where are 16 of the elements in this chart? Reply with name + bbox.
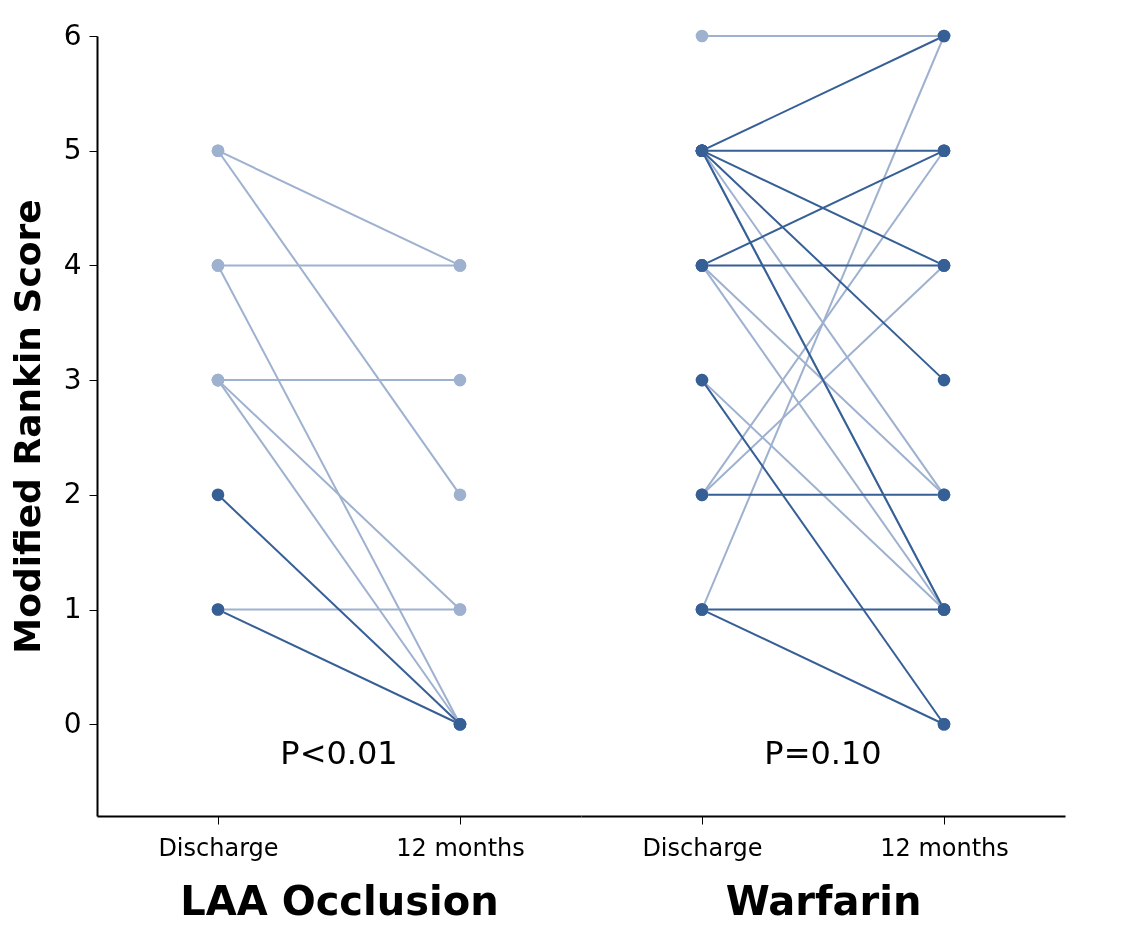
- y-tick-label: 2: [63, 477, 82, 511]
- y-tick-label: 6: [63, 18, 82, 52]
- x-tick-label: 12 months: [396, 833, 525, 862]
- y-tick-label: 3: [63, 362, 82, 396]
- x-tick-label: Discharge: [158, 833, 279, 862]
- x-axis-title: LAA Occlusion: [180, 877, 499, 924]
- y-tick-label: 0: [63, 706, 82, 740]
- annotation: P<0.01: [280, 733, 398, 772]
- y-tick-label: 4: [63, 247, 82, 281]
- x-tick-label: Discharge: [642, 833, 763, 862]
- y-axis-title: Modified Rankin Score: [6, 199, 48, 654]
- annotation: P=0.10: [764, 733, 882, 772]
- x-axis-title: Warfarin: [725, 877, 922, 924]
- x-tick-label: 12 months: [880, 833, 1009, 862]
- y-tick-label: 1: [63, 592, 82, 626]
- y-tick-label: 5: [63, 133, 82, 167]
